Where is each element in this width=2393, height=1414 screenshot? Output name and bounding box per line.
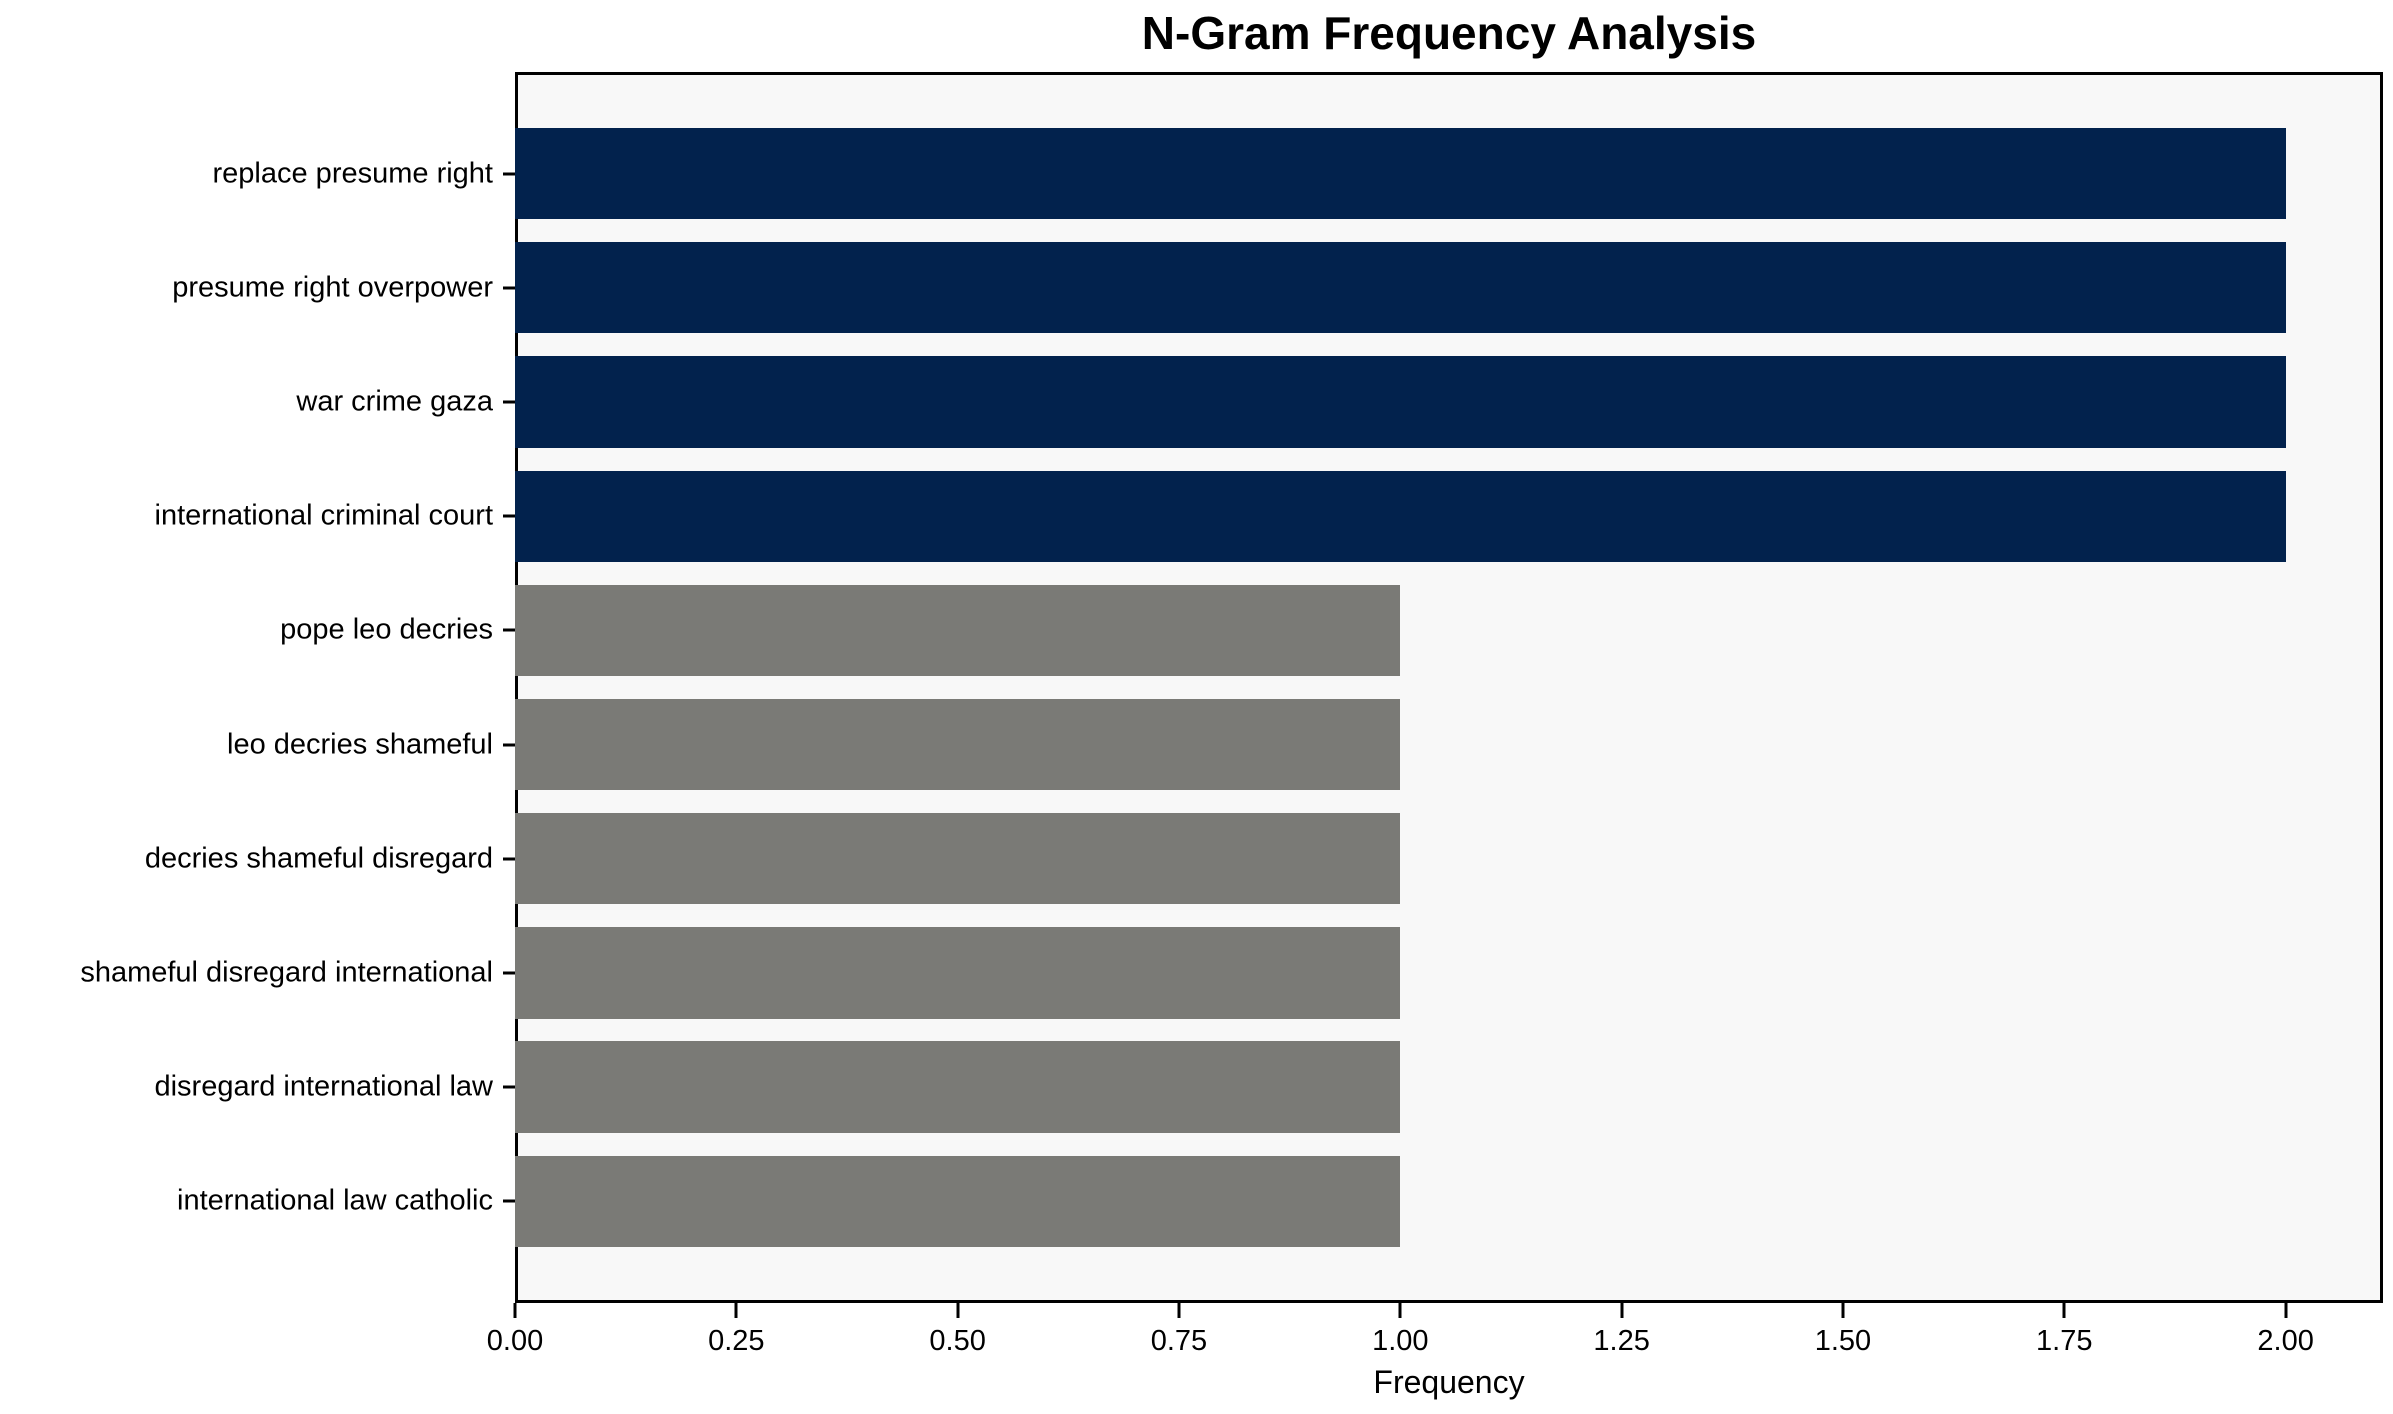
y-tick-mark <box>503 1199 515 1203</box>
y-tick-mark <box>503 971 515 975</box>
y-tick-label: leo decries shameful <box>227 728 493 761</box>
bar <box>515 470 2286 562</box>
y-tick-mark <box>503 628 515 632</box>
x-tick-mark <box>1177 1303 1181 1318</box>
bar <box>515 1041 1401 1133</box>
y-tick-label: replace presume right <box>212 157 493 190</box>
y-tick-label: shameful disregard international <box>80 956 493 989</box>
bar <box>515 698 1401 791</box>
x-tick-mark <box>1841 1303 1845 1318</box>
y-tick-mark <box>503 857 515 861</box>
y-tick-mark <box>503 172 515 176</box>
x-tick-label: 1.50 <box>1814 1325 1872 1357</box>
x-axis-label: Frequency <box>1373 1364 1525 1400</box>
y-tick-label: international law catholic <box>177 1184 493 1217</box>
chart-title: N-Gram Frequency Analysis <box>1141 7 1757 59</box>
x-tick-mark <box>734 1303 738 1318</box>
x-tick-label: 1.00 <box>1372 1325 1429 1357</box>
x-tick-mark <box>1620 1303 1624 1318</box>
x-tick-mark <box>2284 1303 2288 1318</box>
x-tick-mark <box>513 1303 517 1318</box>
bar <box>515 356 2286 448</box>
bar <box>515 127 2286 220</box>
y-tick-label: decries shameful disregard <box>144 842 493 875</box>
y-tick-label: international criminal court <box>154 499 493 532</box>
bar <box>515 584 1401 677</box>
x-tick-label: 0.25 <box>708 1325 765 1357</box>
x-tick-mark <box>1398 1303 1402 1318</box>
y-tick-label: pope leo decries <box>280 613 493 646</box>
y-tick-label: war crime gaza <box>296 385 493 418</box>
x-tick-mark <box>2062 1303 2066 1318</box>
bar <box>515 813 1401 905</box>
y-tick-mark <box>503 514 515 518</box>
x-tick-label: 0.50 <box>929 1325 986 1357</box>
y-tick-label: presume right overpower <box>172 271 493 304</box>
x-tick-mark <box>956 1303 960 1318</box>
x-tick-label: 1.75 <box>2036 1325 2093 1357</box>
x-tick-label: 2.00 <box>2257 1325 2314 1357</box>
x-tick-label: 1.25 <box>1593 1325 1650 1357</box>
y-tick-label: disregard international law <box>154 1070 493 1103</box>
bar <box>515 927 1401 1019</box>
bar <box>515 1155 1401 1248</box>
x-tick-label: 0.75 <box>1150 1325 1208 1357</box>
x-tick-label: 0.00 <box>486 1325 544 1357</box>
bar <box>515 242 2286 334</box>
y-tick-mark <box>503 286 515 290</box>
y-tick-mark <box>503 400 515 404</box>
y-tick-mark <box>503 743 515 747</box>
y-tick-mark <box>503 1085 515 1089</box>
